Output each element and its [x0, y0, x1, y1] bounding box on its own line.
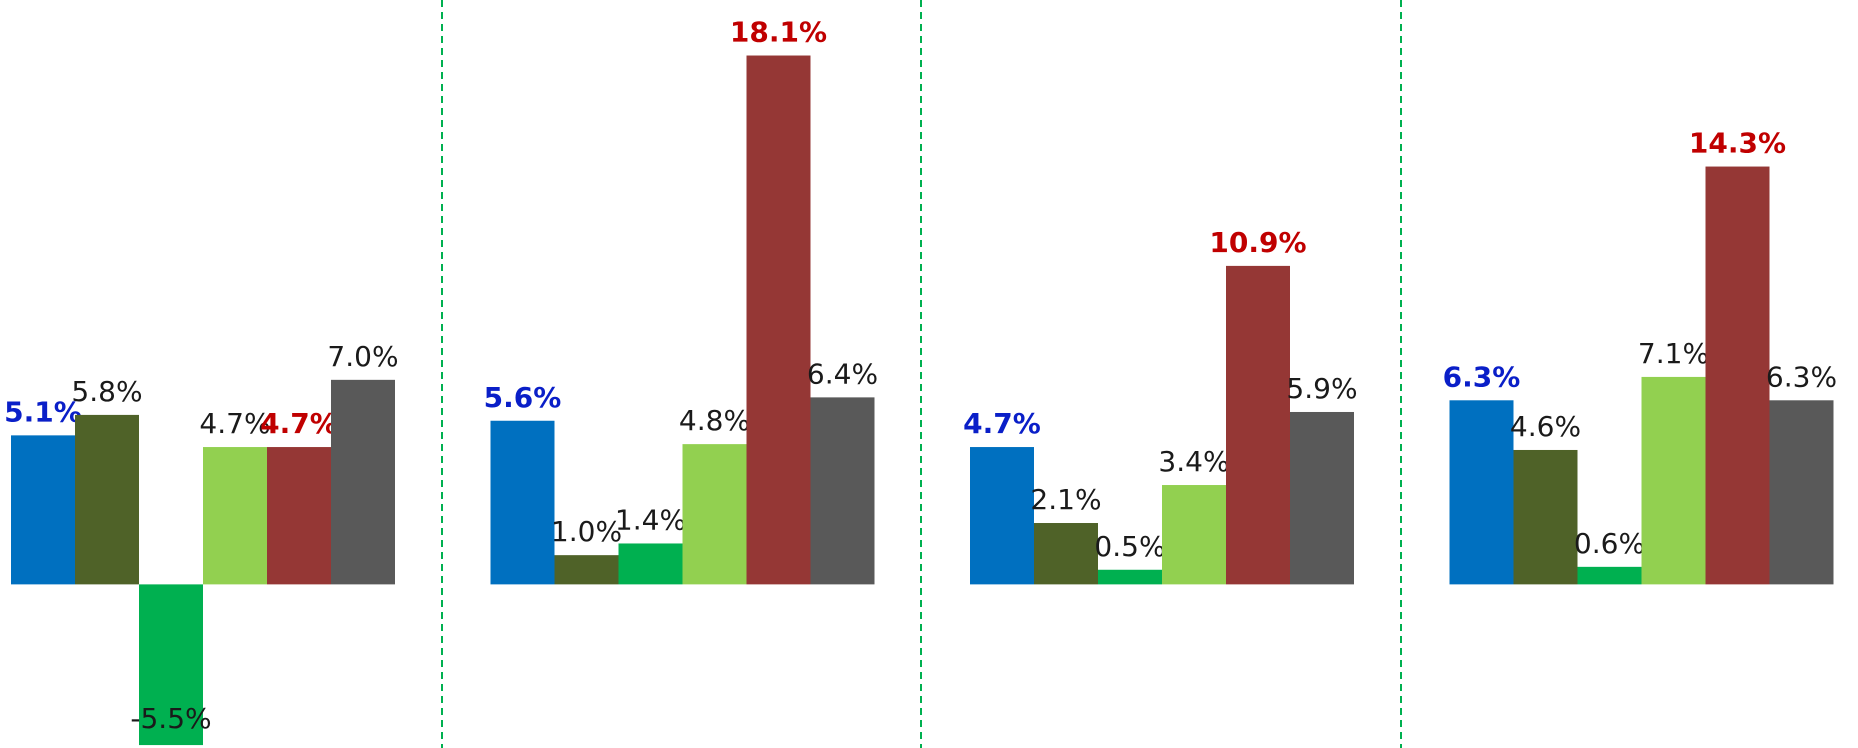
bar	[970, 447, 1034, 585]
value-label: 7.1%	[1638, 337, 1709, 370]
bar	[267, 447, 331, 585]
bar	[554, 555, 619, 585]
bar	[490, 420, 555, 585]
value-label: 4.6%	[1510, 410, 1581, 443]
bar	[1162, 485, 1226, 585]
value-label: 5.8%	[71, 375, 142, 408]
bar	[11, 435, 75, 585]
value-label: 14.3%	[1689, 127, 1786, 160]
value-label: 5.9%	[1286, 372, 1357, 405]
value-label: 10.9%	[1209, 226, 1306, 259]
value-label: 4.7%	[199, 407, 270, 440]
value-label: 18.1%	[730, 16, 827, 49]
value-label: 0.6%	[1574, 527, 1645, 560]
value-label: 0.5%	[1094, 530, 1165, 563]
bar	[331, 379, 395, 585]
bar	[1226, 265, 1290, 585]
bar	[1705, 166, 1770, 585]
bar	[1641, 376, 1706, 585]
bar	[75, 414, 139, 585]
bar	[1577, 566, 1642, 585]
value-label: 2.1%	[1030, 483, 1101, 516]
value-label: 6.3%	[1443, 360, 1521, 393]
value-label: -5.5%	[130, 702, 211, 735]
value-label: 6.3%	[1766, 360, 1837, 393]
value-label: 5.6%	[484, 381, 562, 414]
bar	[618, 543, 683, 585]
value-label: 3.4%	[1158, 445, 1229, 478]
bar	[1290, 411, 1354, 585]
bar	[1449, 400, 1514, 585]
value-label: 1.4%	[615, 503, 686, 536]
value-label: 6.4%	[807, 357, 878, 390]
bar	[746, 55, 811, 585]
bar	[1769, 400, 1834, 585]
value-label: 4.8%	[679, 404, 750, 437]
value-label: 5.1%	[4, 395, 82, 428]
value-label: 4.7%	[260, 407, 338, 440]
value-label: 4.7%	[963, 407, 1041, 440]
bar	[139, 584, 203, 746]
bar	[203, 447, 267, 585]
value-label: 1.0%	[551, 515, 622, 548]
bar	[1098, 569, 1162, 585]
bar	[1034, 523, 1098, 585]
bar	[682, 444, 747, 585]
bar	[1513, 449, 1578, 585]
value-label: 7.0%	[327, 340, 398, 373]
bar	[810, 397, 875, 585]
